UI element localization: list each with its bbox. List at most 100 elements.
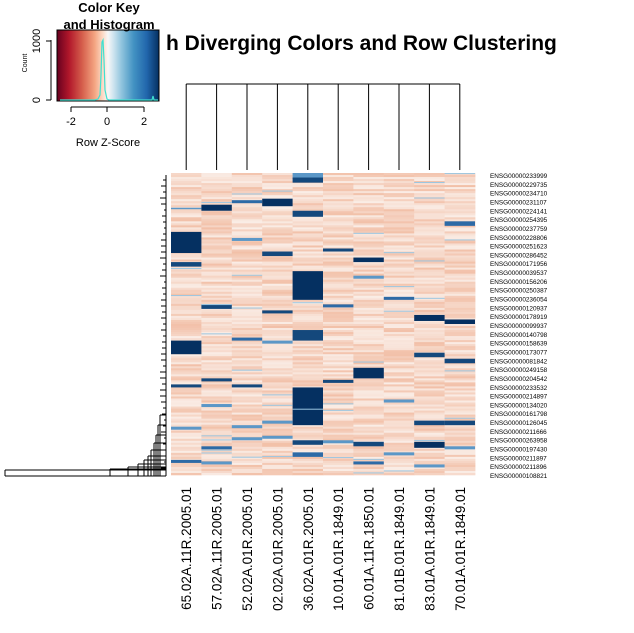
heatmap-cell (444, 257, 476, 260)
heatmap-cell (444, 428, 476, 431)
heatmap-cell (262, 366, 293, 369)
heatmap-cell (444, 315, 476, 319)
heatmap-cell (201, 402, 233, 405)
heatmap-cell (444, 199, 476, 202)
heatmap-cell (414, 189, 445, 192)
heatmap-cell (323, 229, 354, 232)
heatmap-cell (231, 470, 263, 474)
heatmap-cell (383, 436, 415, 440)
heatmap-cell (262, 205, 293, 208)
heatmap-cell (231, 275, 263, 278)
heatmap-cell (171, 396, 202, 399)
heatmap-cell (292, 229, 324, 232)
heatmap-cell (231, 245, 263, 248)
heatmap-cell (201, 396, 233, 399)
heatmap-cell (444, 396, 476, 399)
heatmap-cell (201, 297, 233, 301)
heatmap-cell (292, 217, 324, 220)
heatmap-cell (353, 223, 385, 226)
heatmap-cell (231, 369, 263, 371)
heatmap-cell (383, 283, 415, 287)
heatmap-cell (444, 472, 476, 476)
heatmap-cell (171, 225, 202, 228)
heatmap-cell (383, 356, 415, 359)
heatmap-cell (383, 255, 415, 258)
heatmap-cell (262, 452, 293, 456)
row-label: ENSG00000211666 (490, 429, 547, 436)
heatmap-cell (414, 205, 445, 208)
heatmap-cell (201, 304, 232, 306)
heatmap-cell (414, 305, 445, 309)
heatmap-cell (383, 237, 415, 240)
heatmap-cell (323, 326, 354, 329)
heatmap-cell (201, 449, 232, 451)
heatmap-cell (353, 179, 385, 182)
heatmap-cell (201, 382, 233, 385)
heatmap-cell (383, 402, 415, 405)
heatmap-cell (171, 281, 202, 285)
heatmap-cell (444, 368, 476, 371)
heatmap-cell (323, 338, 354, 341)
heatmap-cell (444, 195, 476, 198)
heatmap-cell (383, 448, 415, 452)
heatmap-cell (201, 430, 233, 434)
heatmap-cell (444, 213, 476, 216)
heatmap-cell (383, 384, 415, 387)
heatmap-cell (353, 354, 385, 357)
heatmap-cell (201, 317, 233, 321)
heatmap-cell (383, 181, 415, 184)
heatmap-cell (171, 177, 202, 180)
heatmap-cell (353, 219, 385, 222)
heatmap-cell (201, 225, 233, 228)
heatmap-cell (171, 414, 202, 417)
heatmap-cell (201, 342, 233, 345)
heatmap-highlight (383, 399, 415, 403)
heatmap-cell (353, 438, 385, 442)
heatmap-cell (292, 235, 324, 238)
heatmap-cell (262, 334, 293, 337)
heatmap-cell (353, 177, 385, 180)
heatmap-cell (292, 219, 324, 222)
heatmap-cell (201, 472, 233, 476)
heatmap-cell (262, 179, 293, 182)
heatmap-cell (201, 217, 233, 220)
heatmap-cell (444, 448, 476, 452)
heatmap-cell (201, 289, 233, 293)
heatmap-cell (414, 358, 445, 361)
heatmap-cell (383, 366, 415, 369)
heatmap-cell (231, 293, 263, 297)
heatmap-cell (414, 340, 445, 343)
row-label: ENSG00000099937 (490, 323, 548, 330)
heatmap-cell (171, 299, 202, 303)
heatmap-highlight (383, 452, 415, 456)
heatmap-cell (353, 291, 385, 295)
heatmap-cell (383, 354, 415, 357)
heatmap-cell (414, 472, 445, 476)
heatmap-cell (201, 243, 233, 246)
heatmap-cell (292, 368, 324, 371)
heatmap-cell (201, 414, 233, 417)
heatmap-cell (353, 285, 385, 289)
heatmap-cell (353, 458, 384, 460)
heatmap-cell (171, 227, 202, 230)
heatmap-cell (171, 374, 202, 377)
heatmap-cell (171, 211, 202, 214)
heatmap-cell (353, 181, 385, 184)
heatmap-cell (444, 287, 476, 291)
heatmap-cell (383, 470, 415, 474)
heatmap-cell (414, 191, 445, 194)
heatmap-cell (383, 227, 415, 230)
heatmap-cell (292, 456, 324, 460)
color-key-histogram (60, 37, 158, 101)
heatmap-cell (292, 428, 324, 431)
heatmap-cell (292, 472, 324, 476)
heatmap-cell (231, 213, 263, 216)
heatmap-cell (323, 336, 354, 339)
heatmap-cell (231, 291, 263, 295)
heatmap-cell (201, 281, 233, 285)
heatmap-cell (444, 466, 476, 470)
heatmap-cell (383, 432, 415, 436)
heatmap-cell (353, 209, 385, 212)
heatmap-cell (262, 319, 293, 323)
heatmap-cell (444, 356, 476, 359)
